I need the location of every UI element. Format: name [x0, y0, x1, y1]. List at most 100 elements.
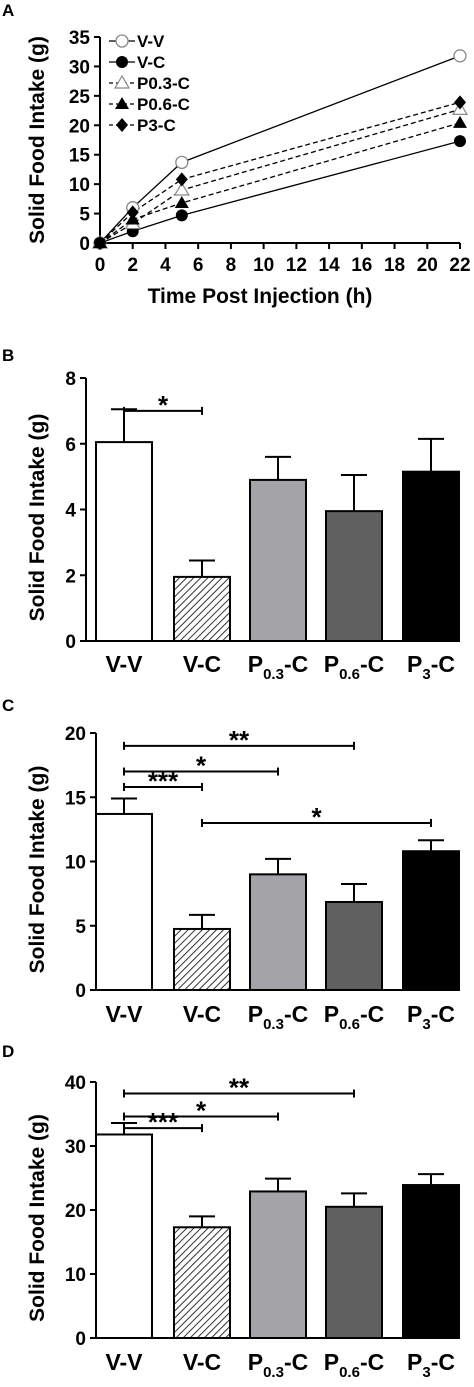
legend-label: P0.3-C: [137, 74, 190, 93]
y-tick-label: 10: [69, 175, 90, 196]
y-tick-label: 20: [65, 724, 86, 745]
category-label-tail: -C: [284, 651, 308, 677]
category-label-tail: -C: [360, 651, 384, 677]
category-label-main: V-C: [183, 651, 221, 677]
data-point: [173, 181, 190, 196]
bar-5: [402, 1184, 460, 1340]
y-tick-label: 15: [65, 788, 87, 809]
significance-label: *: [196, 751, 207, 781]
category-label-main: P: [248, 651, 263, 677]
data-point: [94, 236, 106, 250]
bar-4: [325, 1205, 383, 1340]
y-tick-label: 5: [79, 205, 90, 226]
bar-1: [95, 441, 153, 643]
category-label-subscript: 3: [422, 1364, 430, 1381]
series-line-p03-c: [99, 108, 461, 244]
category-label-main: P: [407, 651, 422, 677]
category-label: P3-C: [407, 1349, 455, 1381]
data-point: [126, 205, 139, 220]
legend-label: P3-C: [137, 116, 176, 135]
data-point: [453, 49, 467, 63]
bar-3: [249, 873, 307, 991]
category-label-main: P: [248, 1349, 263, 1375]
category-label-main: V-C: [183, 1349, 221, 1375]
bar-5: [402, 470, 460, 642]
significance-label: **: [229, 1073, 250, 1103]
legend-marker: [115, 97, 129, 109]
y-tick-label: 15: [69, 146, 91, 167]
category-label-main: P: [324, 651, 339, 677]
data-point: [174, 195, 189, 208]
category-label-tail: -C: [431, 1349, 455, 1375]
y-tick-label: 0: [75, 1329, 86, 1350]
bar-2: [173, 927, 231, 992]
panel-letter-a: A: [2, 1, 14, 20]
series-line-p06-c: [99, 122, 461, 244]
y-tick-label: 0: [79, 234, 90, 255]
y-tick-label: 6: [65, 435, 76, 456]
bar-5: [402, 850, 460, 991]
legend-label: V-C: [137, 53, 165, 72]
legend-marker: [116, 56, 128, 68]
category-label-tail: -C: [284, 1001, 308, 1027]
y-tick-label: 30: [65, 1137, 86, 1158]
legend-marker: [113, 74, 131, 89]
category-label-tail: -C: [431, 651, 455, 677]
y-axis-title: Solid Food Intake (g): [26, 414, 49, 622]
significance-label: *: [158, 390, 169, 420]
significance-label: *: [196, 1096, 207, 1126]
y-tick-label: 5: [75, 917, 86, 938]
y-axis-title: Solid Food Intake (g): [26, 36, 49, 244]
data-point: [175, 172, 188, 187]
y-tick-label: 4: [65, 501, 76, 522]
x-tick-label: 20: [417, 255, 438, 276]
panel-letter-d: D: [2, 1042, 14, 1061]
y-tick-label: 35: [69, 28, 91, 49]
bar-4: [325, 510, 383, 642]
category-label: V-V: [105, 1001, 143, 1027]
category-label-tail: -C: [360, 1349, 384, 1375]
bar-2: [173, 575, 231, 642]
category-label-main: P: [407, 1349, 422, 1375]
series-line-v-c: [99, 140, 461, 244]
y-tick-label: 10: [65, 853, 86, 874]
bar-1: [95, 1133, 153, 1339]
bar-1: [95, 812, 153, 992]
y-tick-label: 0: [65, 632, 76, 653]
category-label-main: V-V: [105, 651, 143, 677]
category-label-tail: -C: [284, 1349, 308, 1375]
category-label-main: V-C: [183, 1001, 221, 1027]
legend-marker: [115, 34, 129, 48]
legend-label: P0.6-C: [137, 95, 190, 114]
category-label-subscript: 0.3: [263, 1364, 284, 1381]
x-axis-title: Time Post Injection (h): [148, 285, 373, 308]
category-label-main: P: [324, 1001, 339, 1027]
series-line-p3-c: [99, 101, 461, 244]
significance-label: *: [311, 802, 322, 832]
significance-label: ***: [148, 1107, 179, 1137]
category-label: V-V: [105, 1349, 143, 1375]
category-label-tail: -C: [360, 1001, 384, 1027]
category-label-subscript: 0.6: [339, 1016, 360, 1033]
y-axis-title: Solid Food Intake (g): [26, 766, 49, 974]
category-label: P0.3-C: [248, 651, 308, 683]
category-label: P0.6-C: [324, 1349, 384, 1381]
category-label: P3-C: [407, 651, 455, 683]
y-tick-label: 20: [69, 116, 90, 137]
category-label-main: P: [407, 1001, 422, 1027]
bar-3: [249, 1190, 307, 1339]
y-tick-label: 20: [65, 1201, 86, 1222]
y-axis-title: Solid Food Intake (g): [26, 1114, 49, 1322]
category-label-subscript: 3: [422, 1016, 430, 1033]
bar-4: [325, 900, 383, 991]
y-tick-label: 40: [65, 1073, 86, 1094]
category-label-subscript: 3: [422, 666, 430, 683]
data-point: [175, 155, 189, 170]
bar-3: [249, 478, 307, 642]
y-tick-label: 2: [65, 566, 76, 587]
significance-label: ***: [148, 766, 179, 796]
x-tick-label: 10: [253, 255, 274, 276]
category-label: V-C: [183, 651, 221, 677]
category-label: P0.6-C: [324, 1001, 384, 1033]
